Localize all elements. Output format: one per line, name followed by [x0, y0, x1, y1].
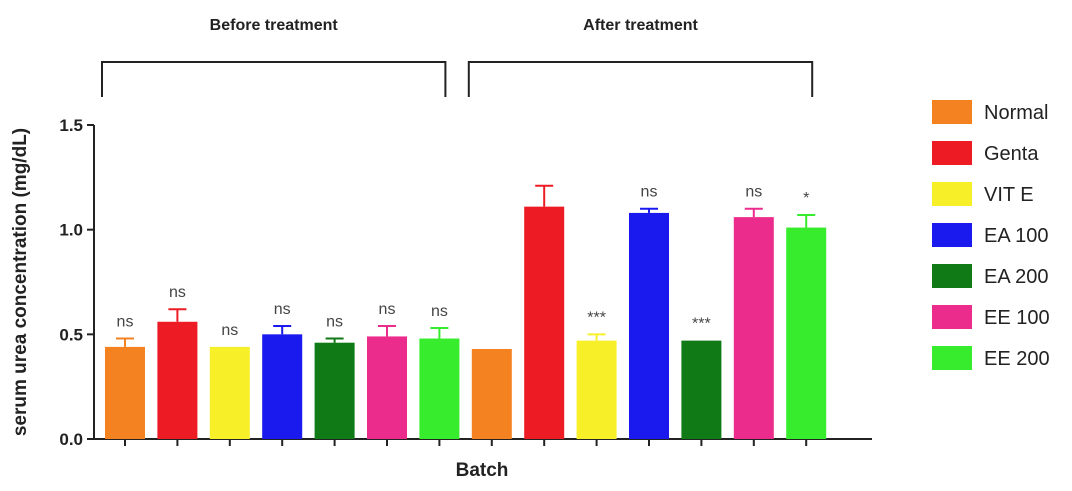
legend-item: Normal	[932, 100, 1048, 124]
x-ticks	[124, 439, 808, 446]
significance-label: ns	[169, 284, 186, 301]
group-label: Before treatment	[210, 17, 339, 34]
group-bracket	[101, 61, 447, 97]
legend-label: EA 100	[984, 225, 1049, 247]
legend-swatch	[932, 223, 972, 247]
bar	[157, 321, 198, 439]
y-tick-label: 1.0	[59, 221, 83, 240]
bar	[576, 340, 617, 439]
bars	[105, 184, 827, 439]
legend-label: EA 200	[984, 266, 1049, 288]
legend-label: Genta	[984, 143, 1039, 165]
legend-swatch	[932, 141, 972, 165]
bar	[419, 338, 460, 439]
bar	[209, 346, 250, 439]
legend-item: EE 100	[932, 305, 1050, 329]
legend-label: EE 100	[984, 307, 1050, 329]
significance-label: ***	[587, 309, 606, 326]
legend-label: EE 200	[984, 348, 1050, 370]
legend-label: Normal	[984, 102, 1048, 124]
bar	[733, 217, 774, 439]
significance-labels: ns ns ns ns ns ns ns *** ns *** ns *	[117, 184, 810, 339]
legend-swatch	[932, 264, 972, 288]
bar	[367, 336, 407, 439]
bar	[105, 346, 145, 439]
significance-label: ns	[641, 184, 658, 201]
significance-label: ns	[379, 301, 396, 318]
legend: Normal Genta VIT E EA 100 EA 200 EE 100 EE 200	[932, 100, 1050, 370]
significance-label: ns	[431, 303, 448, 320]
bar	[786, 227, 827, 439]
bar	[524, 206, 565, 439]
legend-item: EA 200	[932, 264, 1049, 288]
group-bracket	[467, 61, 814, 97]
bar	[629, 212, 669, 439]
significance-label: ns	[221, 322, 238, 339]
legend-item: VIT E	[932, 182, 1034, 206]
significance-label: *	[803, 190, 809, 207]
y-tick-label: 0.5	[59, 325, 83, 344]
significance-label: ***	[692, 316, 711, 333]
legend-item: EA 100	[932, 223, 1049, 247]
legend-swatch	[932, 100, 972, 124]
legend-swatch	[932, 346, 972, 370]
y-tick-label: 1.5	[59, 116, 83, 135]
x-axis-title: Batch	[456, 460, 509, 481]
significance-label: ns	[274, 301, 291, 318]
significance-label: ns	[117, 314, 134, 331]
legend-label: VIT E	[984, 184, 1034, 206]
legend-swatch	[932, 182, 972, 206]
legend-item: EE 200	[932, 346, 1050, 370]
bar	[681, 340, 722, 439]
y-axis-title: serum urea concentration (mg/dL)	[10, 128, 31, 436]
legend-item: Genta	[932, 141, 1039, 165]
legend-swatch	[932, 305, 972, 329]
group-brackets: Before treatment After treatment	[101, 17, 814, 97]
y-ticks: 0.0 0.5 1.0 1.5	[59, 116, 94, 449]
bar	[314, 342, 355, 439]
significance-label: ns	[326, 314, 343, 331]
significance-label: ns	[745, 184, 762, 201]
group-label: After treatment	[583, 17, 698, 34]
y-tick-label: 0.0	[59, 430, 83, 449]
bar	[471, 348, 512, 439]
bar	[262, 334, 303, 439]
